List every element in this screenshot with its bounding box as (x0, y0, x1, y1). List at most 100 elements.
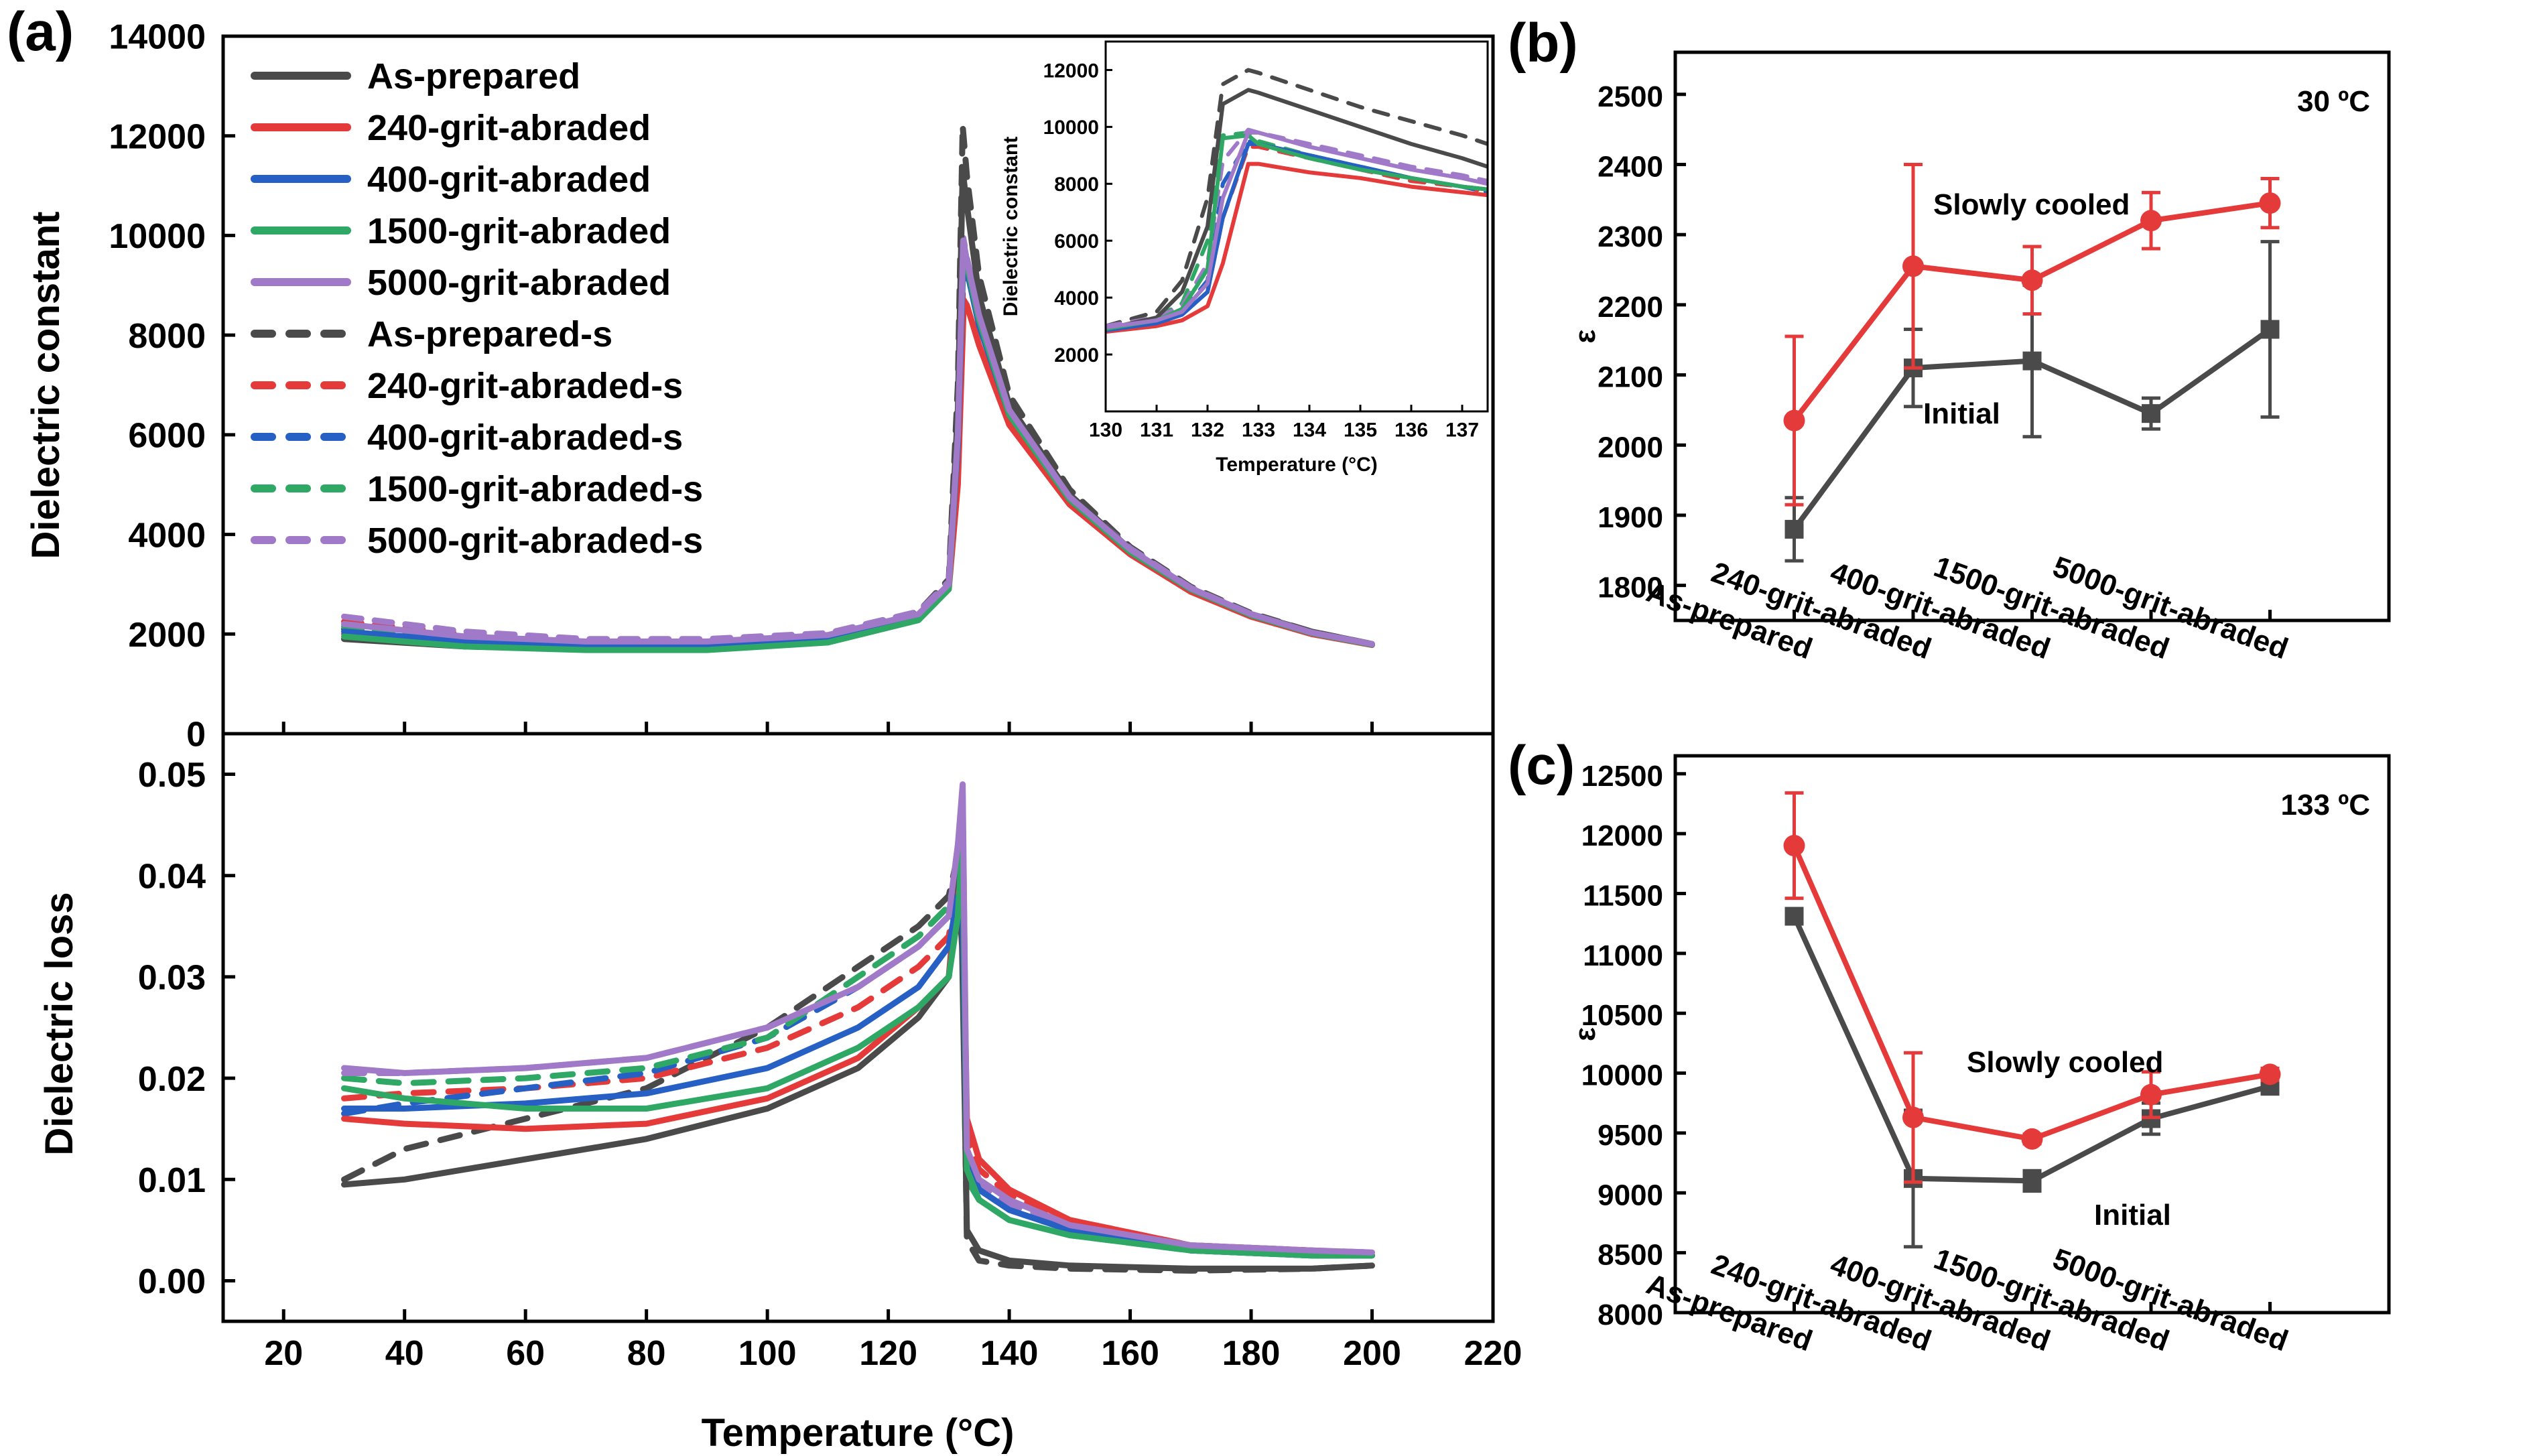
data-point (2140, 1083, 2162, 1106)
x-tick-label: 120 (859, 1334, 917, 1373)
data-point (1784, 907, 1804, 926)
series-line-slowly_cooled (1791, 844, 2271, 1142)
data-point (2021, 1128, 2043, 1150)
y-tick-label: 4000 (1054, 287, 1099, 310)
y-tick-label: 10500 (1581, 999, 1663, 1032)
y-tick-label: 2300 (1598, 220, 1663, 253)
x-tick-label: 160 (1101, 1334, 1159, 1373)
y-tick-label: 2000 (128, 616, 206, 655)
y-tick-label: 11500 (1583, 880, 1663, 913)
series-line-1500-grit-abraded (341, 832, 1375, 1259)
y-tick-label: 0.05 (138, 756, 206, 795)
data-point (2022, 351, 2042, 371)
a_bottom-plot-frame (221, 732, 1495, 1323)
y-tick-label: 10000 (1043, 117, 1099, 139)
y-tick-label: 9500 (1598, 1119, 1663, 1152)
y-tick-label: 6000 (1054, 230, 1099, 253)
series-line-5000-grit-abraded (341, 781, 1375, 1256)
x-tick-label: 100 (738, 1334, 797, 1373)
data-point (1783, 835, 1805, 857)
panel-b: (b) 18001900200021002200230024002500As-p… (1508, 13, 2391, 665)
a_inset-series-group (1106, 68, 1488, 334)
series-line-as-prepared-s (341, 852, 1375, 1274)
x-tick-label: 140 (980, 1334, 1039, 1373)
legend-label: 1500-grit-abraded-s (367, 469, 703, 509)
data-point (2140, 210, 2162, 232)
y-tick-label: 8500 (1598, 1239, 1663, 1272)
y-tick-label: 2500 (1598, 80, 1663, 113)
a_inset-plot-frame (1104, 40, 1489, 413)
series-line-1500-grit-abraded-s (341, 811, 1375, 1259)
series-line-240-grit-abraded-s (1106, 145, 1488, 332)
series-label-initial: Initial (1923, 397, 2000, 430)
data-point (2021, 269, 2043, 291)
y-tick-label: 8000 (128, 317, 206, 356)
data-point (1783, 409, 1805, 432)
panel-label-c: (c) (1508, 735, 1575, 796)
y-tick-label: 12000 (109, 117, 206, 156)
y-tick-label: 1800 (1598, 572, 1663, 604)
legend-label: 240-grit-abraded (367, 108, 651, 148)
y-tick-label: 2000 (1054, 344, 1099, 367)
series-line-as-prepared-s (1106, 68, 1488, 328)
data-point (2259, 1063, 2281, 1085)
x-tick-label: 60 (506, 1334, 545, 1373)
y-tick-label: 8000 (1598, 1299, 1663, 1331)
y-axis-label: Dielectric loss (38, 892, 81, 1155)
y-tick-label: 2200 (1598, 291, 1663, 324)
series-line-400-grit-abraded (341, 892, 1375, 1259)
legend-label: 240-grit-abraded-s (367, 366, 683, 406)
legend-label: 400-grit-abraded (367, 159, 651, 200)
y-tick-label: 1900 (1598, 501, 1663, 534)
y-tick-label: 0 (186, 716, 206, 754)
y-tick-label: 10000 (109, 217, 206, 256)
a_bottom-series-group (341, 781, 1375, 1274)
inset-background (1106, 42, 1488, 411)
data-point (1902, 255, 1924, 277)
series-line-1500-grit-abraded (1106, 133, 1488, 331)
y-tick-label: 0.00 (138, 1262, 206, 1301)
x-tick-label: 130 (1089, 419, 1122, 442)
c-plot-frame (1673, 754, 2391, 1315)
legend-label: 5000-grit-abraded (367, 263, 671, 303)
y-tick-label: 8000 (1054, 174, 1099, 196)
x-tick-label: 200 (1343, 1334, 1401, 1373)
x-tick-label: 20 (264, 1334, 303, 1373)
y-tick-label: 12500 (1581, 760, 1663, 793)
series-label-slowly-cooled: Slowly cooled (1967, 1046, 2163, 1079)
x-tick-label: 131 (1140, 419, 1173, 442)
panel-label-a: (a) (7, 1, 74, 62)
x-tick-label: 180 (1222, 1334, 1281, 1373)
x-tick-label: 135 (1344, 419, 1377, 442)
y-tick-label: 2100 (1598, 361, 1663, 394)
series-label-slowly-cooled: Slowly cooled (1933, 188, 2130, 221)
y-tick-label: 14000 (109, 18, 206, 57)
y-tick-label: 11000 (1583, 939, 1663, 972)
legend-label: As-prepared-s (367, 314, 612, 354)
x-tick-label: 80 (627, 1334, 666, 1373)
panel-label-b: (b) (1508, 13, 1578, 74)
x-axis-label: Temperature (°C) (1216, 454, 1377, 476)
data-point (2260, 320, 2280, 339)
y-tick-label: 2000 (1598, 431, 1663, 464)
temperature-annotation: 30 ºC (2297, 85, 2370, 118)
x-tick-label: 137 (1445, 419, 1479, 442)
legend-label: 400-grit-abraded-s (367, 417, 683, 458)
data-point (2022, 1171, 2042, 1191)
series-line-5000-grit-abraded (1106, 130, 1488, 330)
y-axis-label: ε (1569, 1027, 1602, 1041)
x-tick-label: 132 (1191, 419, 1224, 442)
y-tick-label: 0.04 (138, 857, 206, 896)
y-tick-label: 0.02 (138, 1060, 206, 1099)
x-axis-label: Temperature (°C) (702, 1411, 1015, 1455)
data-point (1784, 519, 1804, 539)
y-tick-label: 10000 (1581, 1059, 1663, 1092)
y-tick-label: 9000 (1598, 1179, 1663, 1211)
y-tick-label: 4000 (128, 516, 206, 555)
y-tick-label: 0.03 (138, 959, 206, 998)
y-axis-label: Dielectric constant (24, 212, 68, 559)
temperature-annotation: 133 ºC (2281, 789, 2370, 821)
y-tick-label: 12000 (1581, 819, 1663, 852)
y-tick-label: 12000 (1043, 60, 1099, 82)
x-tick-label: 133 (1242, 419, 1275, 442)
